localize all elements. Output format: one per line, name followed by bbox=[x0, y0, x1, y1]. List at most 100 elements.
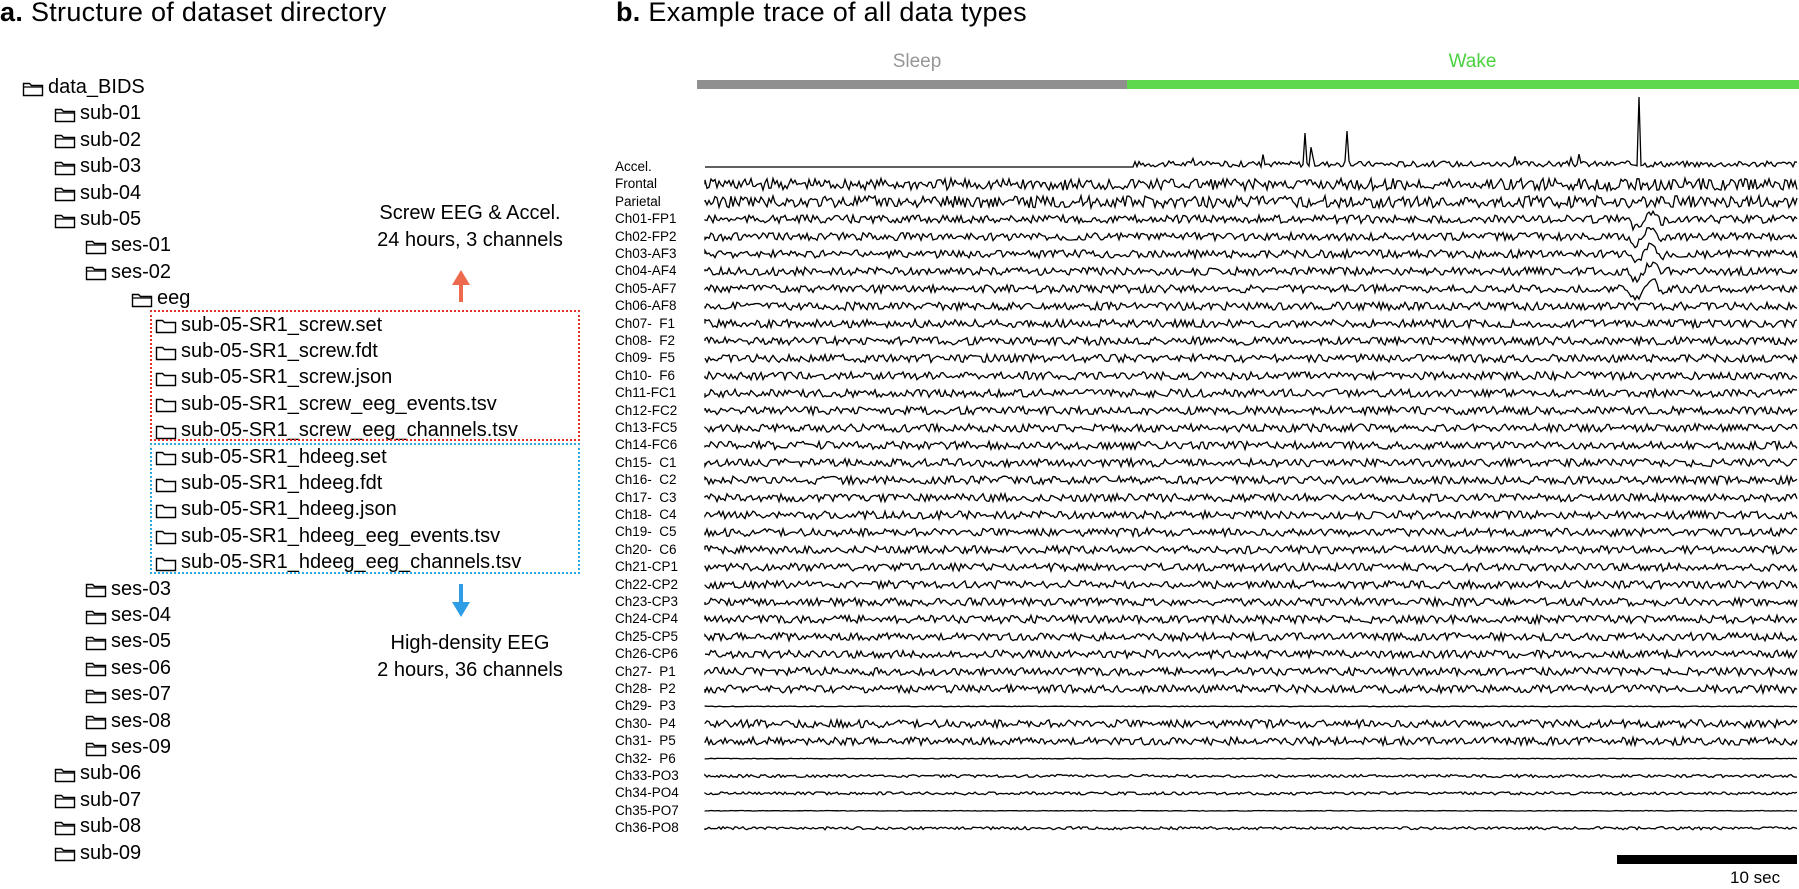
folder-icon bbox=[54, 791, 76, 809]
folder-item: ses-03 bbox=[85, 577, 171, 601]
channel-trace bbox=[704, 809, 1798, 812]
channel-trace bbox=[704, 508, 1798, 522]
channel-label: Parietal bbox=[615, 193, 661, 209]
folder-icon bbox=[85, 739, 107, 756]
channel-label: Ch23-CP3 bbox=[615, 594, 679, 609]
hdeeg-note: High-density EEG 2 hours, 36 channels bbox=[345, 630, 595, 684]
file-item: sub-05-SR1_screw.fdt bbox=[155, 339, 378, 363]
channel-trace bbox=[704, 595, 1798, 609]
folder-icon bbox=[54, 131, 76, 149]
channel-label: Ch15- C1 bbox=[615, 454, 677, 470]
channel-trace bbox=[704, 578, 1798, 591]
tree-item-label: ses-03 bbox=[111, 577, 172, 600]
tree-item-label: sub-07 bbox=[80, 788, 142, 811]
channel-trace bbox=[704, 369, 1798, 382]
channel-label: Ch05-AF7 bbox=[615, 280, 677, 296]
channel-trace bbox=[704, 491, 1798, 504]
channel-trace bbox=[704, 630, 1798, 644]
channel-label: Ch31- P5 bbox=[615, 733, 676, 749]
folder-icon bbox=[85, 237, 107, 255]
scale-bar-label: 10 sec bbox=[1730, 868, 1781, 887]
tree-item-label: data_BIDS bbox=[48, 76, 145, 98]
tree-item-label: sub-06 bbox=[80, 762, 142, 785]
file-icon bbox=[155, 527, 177, 545]
channel-trace bbox=[704, 209, 1798, 232]
channel-label: Ch06-AF8 bbox=[615, 298, 677, 314]
channel-label: Ch30- P4 bbox=[615, 715, 676, 731]
folder-icon bbox=[54, 158, 76, 175]
channel-label: Ch19- C5 bbox=[615, 524, 677, 540]
tree-item-label: ses-02 bbox=[111, 260, 172, 283]
folder-item: ses-02 bbox=[85, 260, 171, 284]
tree-item-label: ses-04 bbox=[111, 604, 172, 626]
screw-files-box bbox=[150, 310, 580, 441]
file-icon bbox=[155, 475, 177, 492]
file-icon bbox=[155, 343, 177, 360]
tree-item-label: sub-05-SR1_screw_eeg_channels.tsv bbox=[181, 419, 518, 442]
panel-a-title: a. Structure of dataset directory bbox=[0, 0, 387, 28]
folder-icon bbox=[22, 79, 44, 96]
folder-icon bbox=[54, 818, 76, 835]
folder-item: ses-04 bbox=[85, 603, 171, 627]
file-item: sub-05-SR1_screw_eeg_channels.tsv bbox=[155, 418, 518, 442]
channel-label: Ch09- F5 bbox=[615, 350, 676, 366]
channel-trace bbox=[704, 474, 1798, 487]
folder-item: ses-07 bbox=[85, 682, 171, 706]
tree-item-label: ses-06 bbox=[111, 656, 172, 679]
folder-icon bbox=[54, 844, 76, 862]
channel-label: Ch21-CP1 bbox=[615, 559, 679, 575]
folder-icon bbox=[54, 184, 76, 202]
folder-icon bbox=[131, 290, 153, 307]
channel-trace bbox=[704, 543, 1798, 556]
folder-icon bbox=[85, 580, 107, 598]
channel-trace bbox=[704, 613, 1798, 626]
channel-trace bbox=[704, 825, 1798, 831]
tree-item-label: sub-05-SR1_hdeeg_eeg_events.tsv bbox=[181, 524, 501, 547]
tree-item-label: eeg bbox=[157, 287, 191, 310]
folder-icon bbox=[85, 712, 107, 730]
panel-b-letter: b. bbox=[616, 0, 641, 27]
hd-note-line2: 2 hours, 36 channels bbox=[377, 659, 563, 681]
channel-label: Ch36-PO8 bbox=[615, 820, 679, 836]
tree-item-label: sub-05-SR1_hdeeg.fdt bbox=[181, 472, 383, 494]
channel-label: Ch02-FP2 bbox=[615, 228, 677, 244]
channel-label: Ch27- P1 bbox=[615, 663, 676, 679]
tree-item-label: sub-08 bbox=[80, 815, 142, 838]
channel-label: Ch20- C6 bbox=[615, 541, 677, 557]
folder-item: sub-05 bbox=[54, 207, 141, 231]
channel-label: Accel. bbox=[615, 159, 652, 174]
file-icon bbox=[155, 554, 177, 571]
channel-label: Ch13-FC5 bbox=[615, 420, 678, 435]
tree-item-label: ses-08 bbox=[111, 709, 172, 732]
folder-icon bbox=[54, 105, 76, 123]
sleep-bar bbox=[697, 80, 1127, 89]
channel-trace bbox=[704, 773, 1798, 779]
file-icon bbox=[155, 316, 177, 334]
channel-label: Ch16- C2 bbox=[615, 472, 677, 488]
channel-trace bbox=[704, 648, 1798, 661]
folder-icon bbox=[85, 607, 107, 624]
channel-label: Ch32- P6 bbox=[615, 750, 676, 766]
tree-item-label: sub-03 bbox=[80, 155, 142, 178]
file-item: sub-05-SR1_hdeeg.set bbox=[155, 445, 387, 469]
wake-label: Wake bbox=[1448, 51, 1497, 72]
channel-label: Ch04-AF4 bbox=[615, 263, 677, 279]
channel-trace bbox=[704, 278, 1798, 302]
scale-bar bbox=[1617, 855, 1797, 864]
channel-label: Ch24-CP4 bbox=[615, 611, 679, 627]
folder-item: sub-04 bbox=[54, 181, 141, 205]
tree-item-label: sub-09 bbox=[80, 841, 142, 864]
channel-trace bbox=[704, 300, 1798, 313]
channel-trace bbox=[704, 561, 1798, 574]
channel-label: Ch26-CP6 bbox=[615, 646, 679, 662]
screw-eeg-note: Screw EEG & Accel. 24 hours, 3 channels bbox=[345, 200, 595, 254]
channel-trace bbox=[704, 665, 1798, 679]
wake-bar bbox=[1127, 80, 1799, 89]
channel-label: Frontal bbox=[615, 176, 658, 192]
channel-label: Ch34-PO4 bbox=[615, 785, 679, 801]
tree-item-label: sub-05-SR1_screw.set bbox=[181, 313, 383, 336]
channel-trace bbox=[704, 242, 1798, 264]
channel-label: Ch22-CP2 bbox=[615, 576, 679, 592]
folder-icon bbox=[54, 765, 76, 783]
file-icon bbox=[155, 395, 177, 413]
